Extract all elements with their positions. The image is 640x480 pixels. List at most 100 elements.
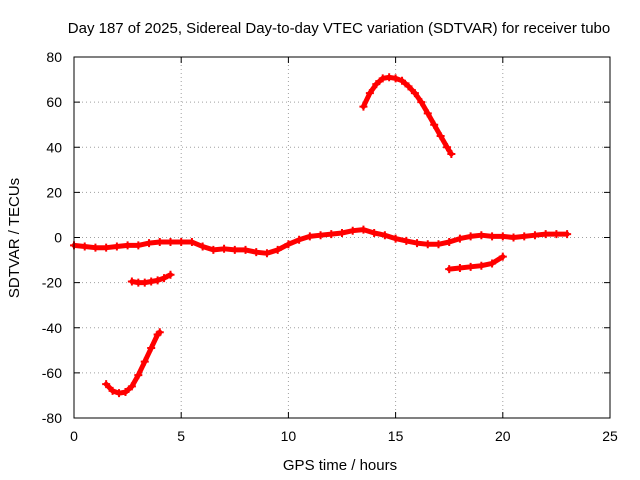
data-point	[359, 225, 368, 234]
data-point	[509, 233, 518, 242]
data-point	[404, 82, 413, 91]
data-point	[434, 240, 443, 249]
data-point	[241, 245, 250, 254]
data-point	[252, 248, 261, 257]
y-tick-label: 60	[46, 94, 62, 110]
data-point	[430, 120, 439, 129]
series-line	[103, 329, 163, 396]
data-point	[127, 382, 136, 391]
data-point	[102, 243, 111, 252]
x-tick-label: 10	[281, 428, 297, 444]
data-point	[115, 389, 124, 398]
chart-title: Day 187 of 2025, Sidereal Day-to-day VTE…	[68, 20, 610, 37]
x-tick-label: 20	[495, 428, 511, 444]
data-point	[391, 74, 400, 83]
data-point	[134, 241, 143, 250]
data-point	[112, 242, 121, 251]
data-point	[140, 278, 149, 287]
data-point	[520, 232, 529, 241]
x-tick-label: 5	[177, 428, 185, 444]
data-point	[147, 344, 156, 353]
data-layer	[70, 73, 572, 398]
data-point	[140, 357, 149, 366]
data-point	[498, 232, 507, 241]
data-point	[402, 236, 411, 245]
y-tick-label: -20	[42, 275, 62, 291]
data-point	[338, 228, 346, 237]
data-point	[160, 274, 169, 283]
data-point	[466, 262, 475, 271]
data-point	[380, 231, 389, 240]
data-point	[391, 234, 400, 243]
data-point	[498, 252, 507, 261]
data-point	[410, 89, 419, 98]
data-point	[370, 228, 379, 237]
data-point	[316, 231, 325, 240]
data-point	[123, 241, 132, 250]
series-arc-minus-fourteen	[445, 252, 507, 274]
data-point	[552, 230, 561, 239]
series-arc-deep-low	[102, 328, 164, 398]
series-arc-main	[70, 225, 572, 258]
data-point	[121, 388, 130, 397]
y-tick-label: 80	[46, 49, 62, 65]
data-point	[488, 259, 497, 268]
series-arc-minus-twenty	[127, 270, 175, 287]
series-line	[360, 74, 454, 157]
data-point	[177, 238, 186, 247]
data-point	[413, 239, 422, 248]
data-point	[436, 131, 445, 140]
data-point	[530, 231, 539, 240]
y-tick-label: 0	[54, 230, 62, 246]
data-point	[155, 238, 164, 247]
data-point	[80, 242, 89, 251]
data-point	[477, 231, 486, 240]
data-point	[147, 277, 156, 286]
data-point	[488, 232, 497, 241]
data-point	[477, 261, 486, 270]
data-point	[443, 143, 452, 152]
data-point	[134, 371, 143, 380]
data-point	[348, 226, 357, 235]
data-point	[455, 263, 464, 272]
data-point	[187, 238, 196, 247]
grid-layer	[74, 57, 610, 418]
data-point	[447, 150, 456, 159]
data-point	[445, 238, 454, 247]
data-point	[108, 386, 117, 395]
data-point	[209, 245, 218, 254]
data-point	[305, 232, 314, 241]
x-tick-label: 15	[388, 428, 404, 444]
data-point	[445, 265, 454, 274]
y-tick-label: 40	[46, 139, 62, 155]
y-tick-label: -60	[42, 365, 62, 381]
data-point	[262, 249, 271, 258]
data-point	[466, 232, 475, 241]
data-point	[153, 276, 162, 285]
data-point	[91, 243, 100, 252]
data-point	[220, 244, 229, 253]
x-axis-label: GPS time / hours	[283, 457, 397, 474]
data-point	[378, 74, 387, 83]
tick-layer: 0 5 10 15 20 25 -80 -60 -40 -20 0 20 40 60 80	[42, 49, 618, 444]
data-point	[284, 240, 293, 249]
data-point	[541, 230, 550, 239]
data-point	[423, 240, 432, 249]
series-arc-high-hump	[359, 73, 456, 159]
data-point	[327, 230, 336, 239]
data-point	[455, 234, 464, 243]
data-point	[295, 235, 304, 244]
data-point	[102, 380, 111, 389]
y-tick-label: -80	[42, 410, 62, 426]
data-point	[166, 270, 175, 279]
x-tick-label: 0	[70, 428, 78, 444]
data-point	[198, 242, 207, 251]
data-point	[398, 76, 407, 85]
data-point	[145, 239, 154, 248]
data-point	[423, 109, 432, 118]
data-point	[127, 277, 136, 286]
y-tick-label: -40	[42, 320, 62, 336]
data-point	[563, 230, 572, 239]
data-point	[417, 98, 426, 107]
